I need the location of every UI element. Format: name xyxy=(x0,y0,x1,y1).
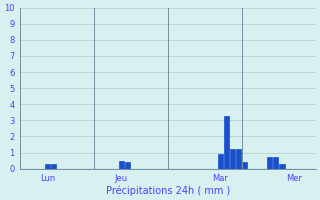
Bar xyxy=(218,154,223,169)
Bar xyxy=(230,149,235,169)
Bar xyxy=(51,164,56,169)
Bar xyxy=(125,162,130,169)
Bar xyxy=(45,164,50,169)
Bar xyxy=(224,116,229,169)
Bar xyxy=(119,161,124,169)
X-axis label: Précipitations 24h ( mm ): Précipitations 24h ( mm ) xyxy=(106,185,230,196)
Bar xyxy=(236,149,241,169)
Bar xyxy=(273,157,278,169)
Bar xyxy=(242,162,247,169)
Bar xyxy=(267,157,272,169)
Bar xyxy=(279,164,284,169)
